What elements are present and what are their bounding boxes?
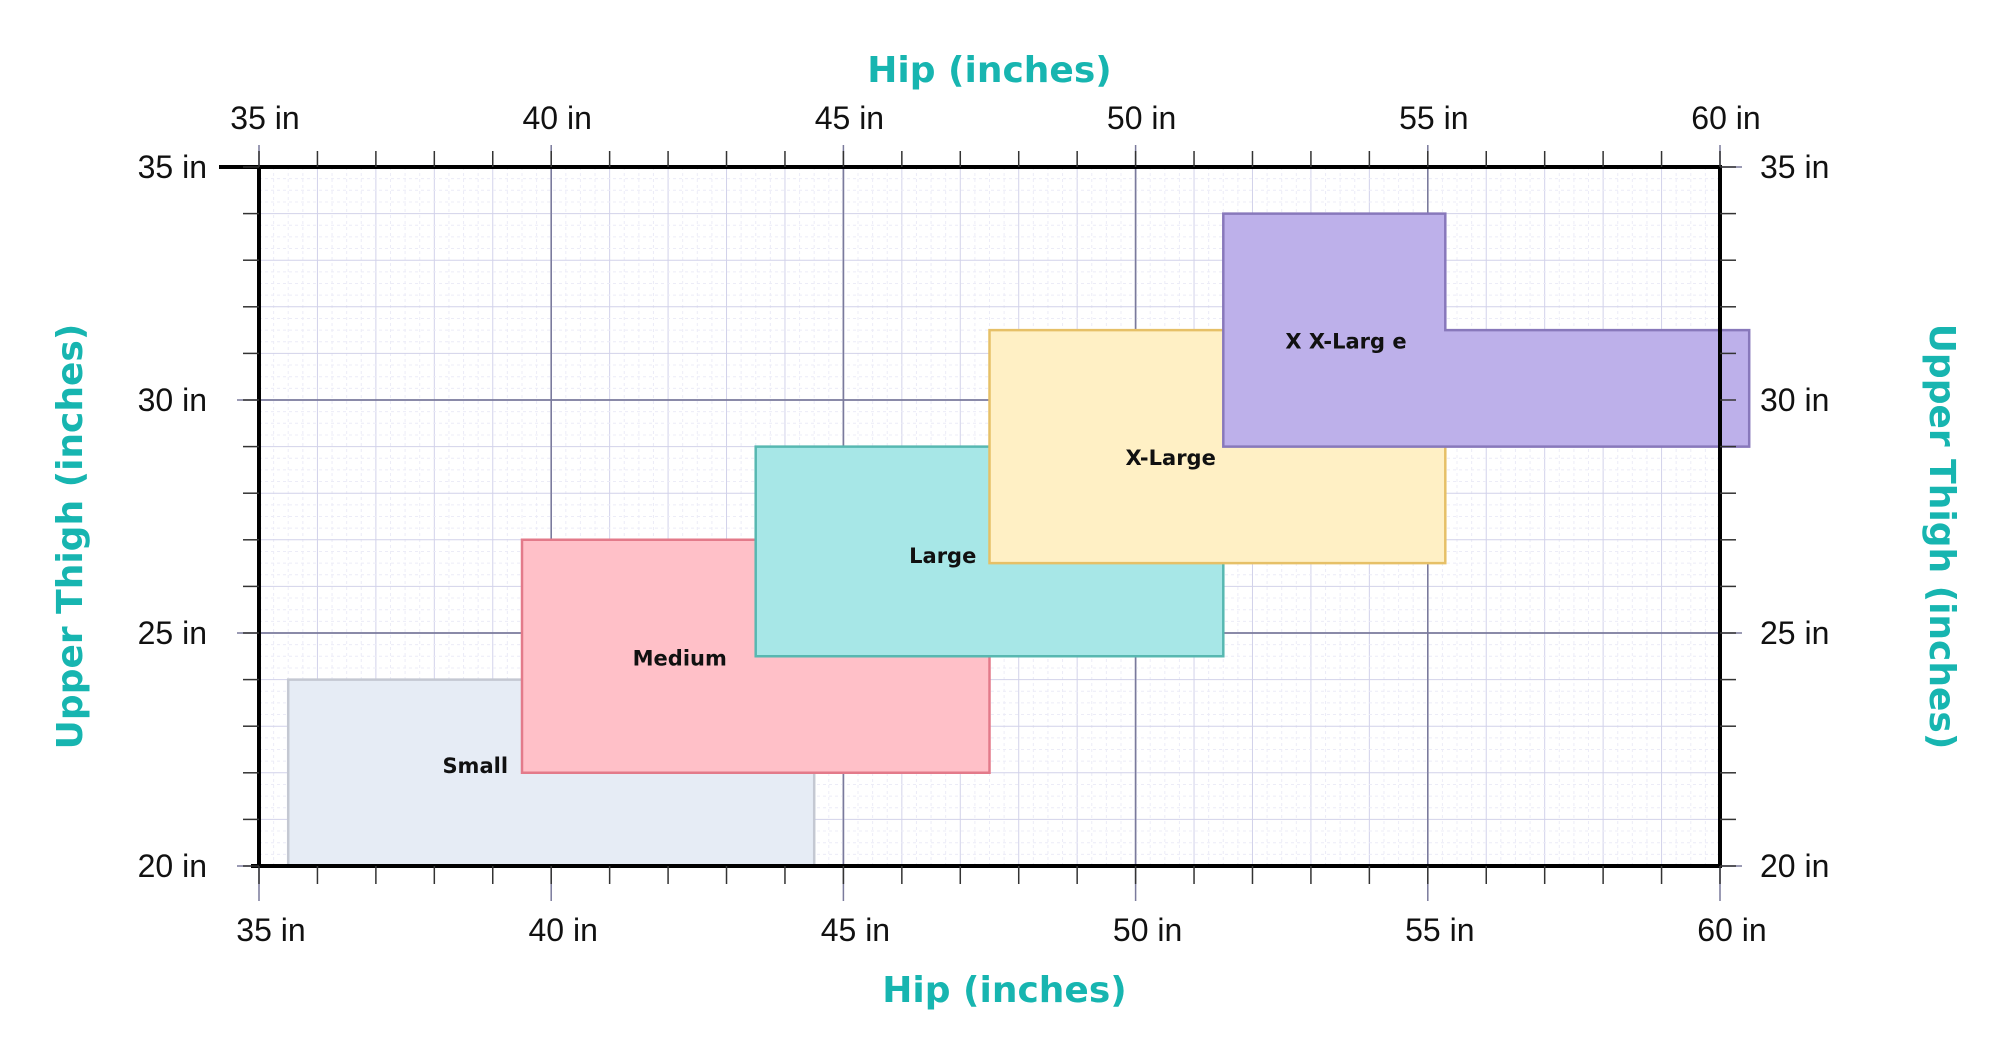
- x-tick-label-top: 35 in: [230, 100, 299, 136]
- plot-frame: [257, 165, 1722, 868]
- y-axis-title-right: Upper Thigh (inches): [1921, 324, 1962, 750]
- region-label: Small: [442, 754, 508, 778]
- x-tick-label-top: 45 in: [815, 100, 884, 136]
- x-tick-label-bottom: 45 in: [821, 912, 890, 948]
- region-label: Large: [909, 544, 976, 568]
- labels: 35 in 35 in 40 in 40 in 45 in 45 in 50 in 50 in…: [50, 50, 1962, 1011]
- x-tick-label-bottom: 55 in: [1405, 912, 1474, 948]
- axes: [219, 151, 1736, 884]
- x-tick-label-top: 50 in: [1107, 100, 1176, 136]
- region-label: X-Large: [1125, 446, 1215, 470]
- region-label: Medium: [633, 647, 727, 671]
- y-tick-label-right: 25 in: [1760, 615, 1829, 651]
- y-tick-label-right: 35 in: [1760, 149, 1829, 185]
- x-tick-label-top: 40 in: [523, 100, 592, 136]
- x-tick-label-bottom: 60 in: [1697, 912, 1766, 948]
- y-axis-title-left: Upper Thigh (inches): [50, 324, 91, 750]
- y-tick-label-left: 30 in: [138, 382, 207, 418]
- y-tick-label-left: 20 in: [138, 848, 207, 884]
- y-tick-label-right: 20 in: [1760, 848, 1829, 884]
- region-label: X X-Larg e: [1285, 330, 1406, 354]
- y-tick-label-left: 25 in: [138, 615, 207, 651]
- x-tick-label-bottom: 35 in: [236, 912, 305, 948]
- x-axis-title-top: Hip (inches): [867, 50, 1111, 91]
- size-regions: [286, 212, 1751, 868]
- x-tick-label-bottom: 50 in: [1113, 912, 1182, 948]
- y-tick-label-left: 35 in: [138, 149, 207, 185]
- y-tick-label-right: 30 in: [1760, 382, 1829, 418]
- x-tick-label-top: 55 in: [1399, 100, 1468, 136]
- x-axis-title-bottom: Hip (inches): [882, 970, 1126, 1011]
- region-x-x-larg-e: [1222, 212, 1751, 448]
- x-tick-label-bottom: 40 in: [529, 912, 598, 948]
- x-tick-label-top: 60 in: [1691, 100, 1760, 136]
